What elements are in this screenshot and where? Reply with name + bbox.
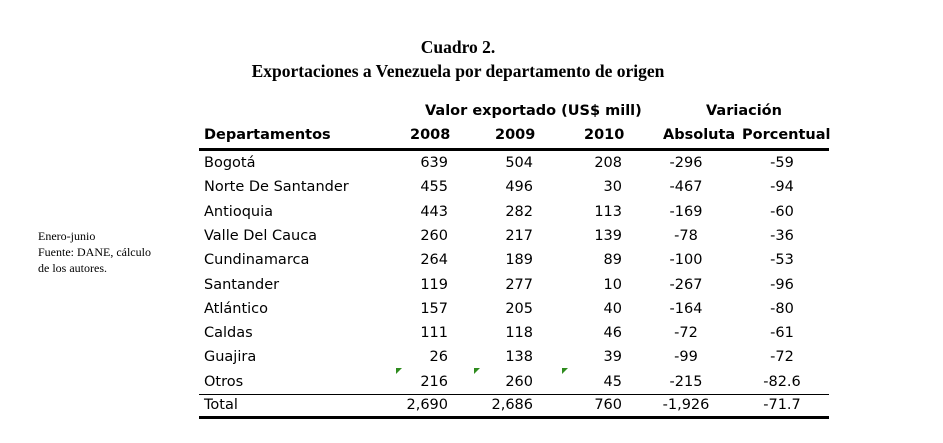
cell-2010: 10	[603, 277, 622, 293]
cell-department: Total	[204, 397, 238, 413]
cell-2009: 496	[505, 179, 533, 195]
cell-percent: -59	[770, 155, 794, 171]
cell-department: Guajira	[204, 349, 257, 365]
cell-2010: 39	[603, 349, 622, 365]
cell-absolute: -100	[669, 252, 703, 268]
cell-2010: 139	[594, 228, 622, 244]
note-period: Enero-junio	[38, 229, 96, 243]
cell-department: Cundinamarca	[204, 252, 310, 268]
cell-2008: 455	[420, 179, 448, 195]
cell-2008: 119	[420, 277, 448, 293]
cell-department: Antioquia	[204, 204, 274, 220]
cell-absolute: -78	[674, 228, 698, 244]
cell-department: Caldas	[204, 325, 253, 341]
cell-percent: -60	[770, 204, 794, 220]
error-indicator-icon	[474, 368, 480, 374]
error-indicator-icon	[562, 368, 568, 374]
cell-2008: 443	[420, 204, 448, 220]
header-percent: Porcentual	[742, 127, 831, 143]
cell-department: Norte De Santander	[204, 179, 349, 195]
cell-department: Valle Del Cauca	[204, 228, 318, 244]
note-source: Fuente: DANE, cálculo	[38, 245, 151, 259]
cell-2009: 118	[505, 325, 533, 341]
cell-absolute: -296	[669, 155, 703, 171]
cell-2010: 40	[603, 301, 622, 317]
cell-absolute: -99	[674, 349, 698, 365]
header-2008: 2008	[410, 127, 451, 143]
cell-2009: 189	[505, 252, 533, 268]
cell-2009: 2,686	[491, 397, 533, 413]
cell-absolute: -169	[669, 204, 703, 220]
cell-2008: 157	[420, 301, 448, 317]
header-department: Departamentos	[204, 127, 331, 143]
cell-2009: 138	[505, 349, 533, 365]
cell-2009: 217	[505, 228, 533, 244]
cell-department: Bogotá	[204, 155, 256, 171]
note-authors: de los autores.	[38, 261, 107, 275]
cell-2010: 45	[603, 374, 622, 390]
header-value-group: Valor exportado (US$ mill)	[425, 103, 642, 119]
cell-2010: 208	[594, 155, 622, 171]
cell-department: Otros	[204, 374, 244, 390]
cell-2009: 504	[505, 155, 533, 171]
cell-percent: -36	[770, 228, 794, 244]
cell-department: Atlántico	[204, 301, 269, 317]
cell-2009: 277	[505, 277, 533, 293]
cell-percent: -82.6	[763, 374, 801, 390]
cell-2010: 760	[594, 397, 622, 413]
cell-percent: -71.7	[763, 397, 801, 413]
cell-percent: -61	[770, 325, 794, 341]
cell-2008: 111	[420, 325, 448, 341]
cell-percent: -53	[770, 252, 794, 268]
cell-2008: 260	[420, 228, 448, 244]
cell-2008: 264	[420, 252, 448, 268]
cell-absolute: -72	[674, 325, 698, 341]
cell-2010: 30	[603, 179, 622, 195]
header-absolute: Absoluta	[663, 127, 736, 143]
header-2010: 2010	[584, 127, 625, 143]
cell-percent: -72	[770, 349, 794, 365]
cell-2008: 216	[420, 374, 448, 390]
cell-absolute: -267	[669, 277, 703, 293]
cell-2008: 26	[429, 349, 448, 365]
error-indicator-icon	[396, 368, 402, 374]
cell-percent: -80	[770, 301, 794, 317]
cell-absolute: -164	[669, 301, 703, 317]
cell-absolute: -467	[669, 179, 703, 195]
cell-percent: -96	[770, 277, 794, 293]
total-top-rule	[199, 394, 829, 395]
cell-percent: -94	[770, 179, 794, 195]
cell-2009: 205	[505, 301, 533, 317]
cell-2008: 2,690	[406, 397, 448, 413]
cell-absolute: -215	[669, 374, 703, 390]
cell-2010: 89	[603, 252, 622, 268]
header-rule	[199, 148, 829, 151]
table-caption-number: Cuadro 2.	[420, 37, 496, 57]
cell-2010: 46	[603, 325, 622, 341]
cell-2008: 639	[420, 155, 448, 171]
bottom-rule	[199, 416, 829, 419]
header-variation-group: Variación	[706, 103, 782, 119]
table-caption-title: Exportaciones a Venezuela por departamen…	[251, 61, 665, 81]
cell-2010: 113	[594, 204, 622, 220]
cell-department: Santander	[204, 277, 280, 293]
cell-2009: 260	[505, 374, 533, 390]
cell-absolute: -1,926	[662, 397, 710, 413]
cell-2009: 282	[505, 204, 533, 220]
header-2009: 2009	[495, 127, 536, 143]
source-note: Enero-junio Fuente: DANE, cálculo de los…	[38, 228, 188, 276]
